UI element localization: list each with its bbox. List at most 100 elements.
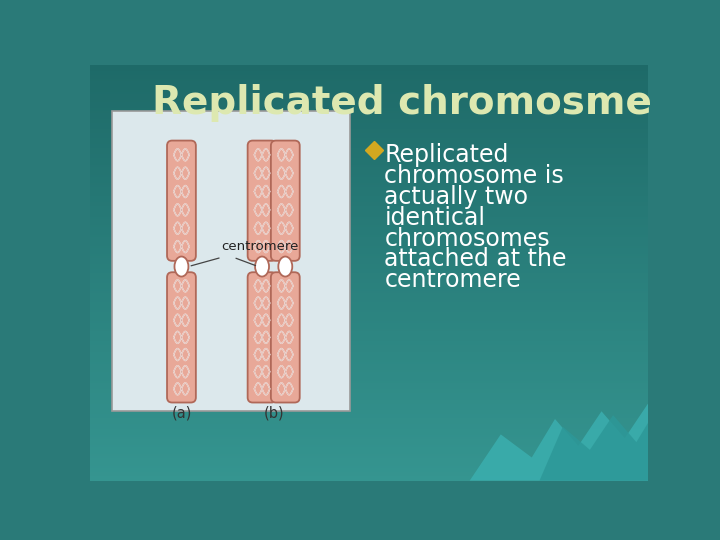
- Bar: [90, 377, 648, 379]
- Bar: [90, 402, 648, 404]
- Bar: [90, 102, 648, 104]
- Bar: [90, 196, 648, 198]
- Bar: [90, 456, 648, 458]
- Bar: [90, 250, 648, 252]
- Bar: [90, 82, 648, 84]
- Bar: [90, 281, 648, 283]
- Bar: [90, 98, 648, 100]
- Bar: [90, 379, 648, 381]
- Bar: [90, 273, 648, 275]
- Bar: [90, 316, 648, 319]
- Bar: [90, 400, 648, 402]
- Bar: [90, 395, 648, 397]
- Bar: [90, 454, 648, 456]
- Bar: [90, 192, 648, 194]
- Bar: [90, 360, 648, 362]
- Bar: [90, 138, 648, 140]
- Bar: [90, 310, 648, 312]
- Bar: [90, 225, 648, 227]
- Bar: [90, 292, 648, 294]
- Bar: [90, 422, 648, 424]
- Bar: [90, 202, 648, 204]
- Bar: [90, 451, 648, 454]
- Text: chromosomes: chromosomes: [384, 226, 550, 251]
- Bar: [90, 212, 648, 214]
- Bar: [90, 219, 648, 221]
- FancyBboxPatch shape: [112, 111, 351, 411]
- Bar: [90, 231, 648, 233]
- Bar: [90, 210, 648, 212]
- Bar: [90, 87, 648, 90]
- Text: (b): (b): [264, 406, 284, 421]
- Bar: [90, 468, 648, 470]
- Bar: [90, 248, 648, 250]
- Bar: [90, 462, 648, 464]
- Bar: [90, 341, 648, 343]
- Bar: [90, 119, 648, 121]
- Bar: [90, 106, 648, 109]
- Text: centromere: centromere: [222, 240, 299, 253]
- Bar: [90, 322, 648, 325]
- Bar: [90, 441, 648, 443]
- Bar: [90, 472, 648, 474]
- Text: chromosome is: chromosome is: [384, 164, 564, 188]
- Bar: [90, 168, 648, 171]
- Bar: [90, 306, 648, 308]
- Bar: [90, 223, 648, 225]
- Bar: [90, 308, 648, 310]
- Bar: [90, 356, 648, 358]
- Bar: [90, 146, 648, 148]
- Bar: [90, 319, 648, 321]
- Bar: [90, 433, 648, 435]
- Bar: [90, 385, 648, 387]
- Bar: [90, 121, 648, 123]
- Bar: [90, 393, 648, 395]
- Ellipse shape: [279, 256, 292, 276]
- Bar: [90, 287, 648, 289]
- Bar: [90, 295, 648, 298]
- Bar: [90, 113, 648, 114]
- Bar: [90, 173, 648, 175]
- Bar: [90, 258, 648, 260]
- Bar: [90, 152, 648, 154]
- Bar: [90, 181, 648, 183]
- Bar: [90, 140, 648, 141]
- Bar: [90, 337, 648, 339]
- Bar: [90, 92, 648, 94]
- Bar: [90, 279, 648, 281]
- Text: Replicated: Replicated: [384, 143, 509, 167]
- Bar: [90, 156, 648, 158]
- Bar: [90, 435, 648, 437]
- Ellipse shape: [255, 256, 269, 276]
- Bar: [90, 346, 648, 348]
- Bar: [90, 96, 648, 98]
- Bar: [90, 268, 648, 271]
- Bar: [90, 123, 648, 125]
- Bar: [90, 109, 648, 111]
- Bar: [90, 158, 648, 160]
- Bar: [90, 294, 648, 295]
- Bar: [90, 100, 648, 102]
- Bar: [90, 333, 648, 335]
- Bar: [90, 148, 648, 150]
- FancyBboxPatch shape: [271, 140, 300, 261]
- Bar: [90, 221, 648, 223]
- Bar: [90, 133, 648, 136]
- Bar: [90, 470, 648, 472]
- Bar: [90, 73, 648, 75]
- Bar: [90, 406, 648, 408]
- Bar: [90, 275, 648, 277]
- Bar: [90, 144, 648, 146]
- Bar: [90, 373, 648, 375]
- Bar: [90, 154, 648, 156]
- Text: Replicated chromosme: Replicated chromosme: [152, 84, 652, 122]
- Bar: [90, 187, 648, 190]
- Bar: [90, 75, 648, 77]
- Bar: [90, 165, 648, 167]
- Bar: [90, 125, 648, 127]
- Bar: [90, 343, 648, 346]
- Bar: [90, 217, 648, 219]
- Bar: [90, 260, 648, 262]
- Bar: [90, 348, 648, 349]
- Bar: [90, 160, 648, 163]
